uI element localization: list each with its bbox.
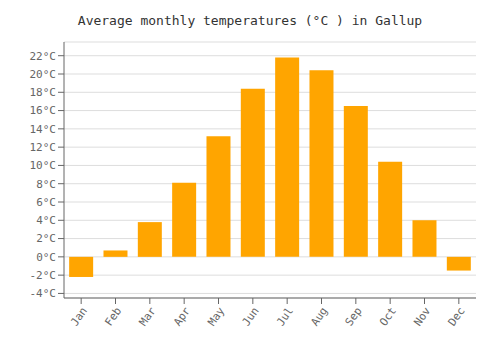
svg-text:Nov: Nov: [411, 304, 433, 328]
svg-text:22°C: 22°C: [30, 50, 57, 63]
html-text:Average monthly temperatures (: Average monthly temperatures (°C ) in Ga…: [77, 13, 423, 28]
svg-text:16°C: 16°C: [30, 104, 57, 117]
svg-text:18°C: 18°C: [30, 86, 57, 99]
svg-text:Feb: Feb: [102, 305, 124, 329]
svg-text:6°C: 6°C: [36, 196, 56, 209]
svg-text:14°C: 14°C: [30, 123, 57, 136]
svg-text:May: May: [205, 304, 227, 328]
svg-text:Aug: Aug: [308, 305, 330, 329]
svg-text:Jan: Jan: [68, 305, 90, 329]
svg-text:Sep: Sep: [343, 305, 365, 329]
svg-text:2°C: 2°C: [36, 232, 56, 245]
svg-text:-4°C: -4°C: [30, 287, 57, 300]
svg-text:0°C: 0°C: [36, 251, 56, 264]
svg-text:Oct: Oct: [377, 305, 399, 329]
svg-text:8°C: 8°C: [36, 178, 56, 191]
svg-text:Apr: Apr: [171, 304, 193, 328]
svg-text:10°C: 10°C: [30, 159, 57, 172]
svg-text:20°C: 20°C: [30, 68, 57, 81]
svg-text:Mar: Mar: [137, 304, 159, 328]
svg-text:Dec: Dec: [446, 305, 468, 329]
svg-text:Jun: Jun: [240, 305, 262, 329]
svg-text:4°C: 4°C: [36, 214, 56, 227]
svg-text:12°C: 12°C: [30, 141, 57, 154]
svg-text:Jul: Jul: [274, 305, 296, 329]
svg-text:-2°C: -2°C: [30, 269, 57, 282]
